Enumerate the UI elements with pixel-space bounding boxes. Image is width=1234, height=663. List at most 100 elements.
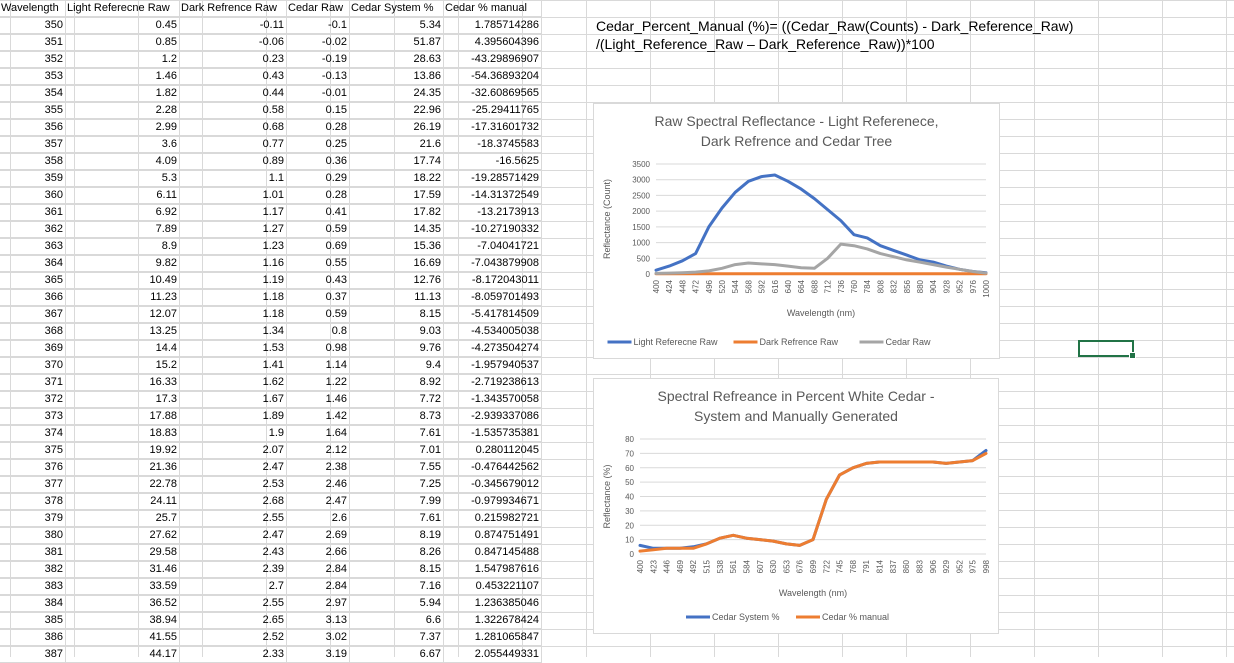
table-cell[interactable]: 2.33 bbox=[180, 646, 287, 663]
table-cell[interactable]: 11.23 bbox=[66, 289, 180, 306]
column-header[interactable]: Cedar % manual bbox=[444, 0, 542, 17]
table-cell[interactable]: 5.3 bbox=[66, 170, 180, 187]
table-cell[interactable]: 25.7 bbox=[66, 510, 180, 527]
table-cell[interactable]: 379 bbox=[0, 510, 66, 527]
table-cell[interactable]: -1.957940537 bbox=[444, 357, 542, 374]
table-cell[interactable]: 0.55 bbox=[287, 255, 350, 272]
table-cell[interactable]: 0.41 bbox=[287, 204, 350, 221]
table-cell[interactable]: 18.22 bbox=[350, 170, 444, 187]
table-cell[interactable]: 383 bbox=[0, 578, 66, 595]
table-cell[interactable]: 1.46 bbox=[287, 391, 350, 408]
table-cell[interactable]: 16.69 bbox=[350, 255, 444, 272]
table-cell[interactable]: 0.44 bbox=[180, 85, 287, 102]
table-cell[interactable]: 1.16 bbox=[180, 255, 287, 272]
table-cell[interactable]: 381 bbox=[0, 544, 66, 561]
table-cell[interactable]: -1.343570058 bbox=[444, 391, 542, 408]
table-cell[interactable]: -8.059701493 bbox=[444, 289, 542, 306]
table-cell[interactable]: -0.13 bbox=[287, 68, 350, 85]
table-cell[interactable]: 0.45 bbox=[66, 17, 180, 34]
table-cell[interactable]: 352 bbox=[0, 51, 66, 68]
table-cell[interactable]: 7.89 bbox=[66, 221, 180, 238]
table-cell[interactable]: 13.25 bbox=[66, 323, 180, 340]
table-cell[interactable]: 1.53 bbox=[180, 340, 287, 357]
selected-cell[interactable] bbox=[1078, 340, 1136, 359]
table-cell[interactable]: 7.25 bbox=[350, 476, 444, 493]
table-cell[interactable]: 351 bbox=[0, 34, 66, 51]
table-cell[interactable]: 13.86 bbox=[350, 68, 444, 85]
table-cell[interactable]: 356 bbox=[0, 119, 66, 136]
table-cell[interactable]: 15.2 bbox=[66, 357, 180, 374]
table-cell[interactable]: 369 bbox=[0, 340, 66, 357]
table-cell[interactable]: 7.55 bbox=[350, 459, 444, 476]
table-cell[interactable]: 21.36 bbox=[66, 459, 180, 476]
table-cell[interactable]: -2.939337086 bbox=[444, 408, 542, 425]
table-cell[interactable]: 1.22 bbox=[287, 374, 350, 391]
table-cell[interactable]: 2.47 bbox=[180, 459, 287, 476]
table-cell[interactable]: 367 bbox=[0, 306, 66, 323]
table-cell[interactable]: 6.11 bbox=[66, 187, 180, 204]
table-cell[interactable]: 0.23 bbox=[180, 51, 287, 68]
table-cell[interactable]: 5.94 bbox=[350, 595, 444, 612]
table-cell[interactable]: 1.42 bbox=[287, 408, 350, 425]
table-cell[interactable]: 18.83 bbox=[66, 425, 180, 442]
table-cell[interactable]: 7.72 bbox=[350, 391, 444, 408]
table-cell[interactable]: 2.47 bbox=[287, 493, 350, 510]
table-cell[interactable]: 15.36 bbox=[350, 238, 444, 255]
table-cell[interactable]: 21.6 bbox=[350, 136, 444, 153]
table-cell[interactable]: 7.61 bbox=[350, 510, 444, 527]
table-cell[interactable]: 364 bbox=[0, 255, 66, 272]
table-cell[interactable]: -0.02 bbox=[287, 34, 350, 51]
table-cell[interactable]: 7.99 bbox=[350, 493, 444, 510]
table-cell[interactable]: -19.28571429 bbox=[444, 170, 542, 187]
table-cell[interactable]: 0.98 bbox=[287, 340, 350, 357]
table-cell[interactable]: -16.5625 bbox=[444, 153, 542, 170]
table-cell[interactable]: -5.417814509 bbox=[444, 306, 542, 323]
table-cell[interactable]: -4.273504274 bbox=[444, 340, 542, 357]
table-cell[interactable]: 9.4 bbox=[350, 357, 444, 374]
table-cell[interactable]: 8.19 bbox=[350, 527, 444, 544]
table-cell[interactable]: 1.281065847 bbox=[444, 629, 542, 646]
table-cell[interactable]: 1.18 bbox=[180, 306, 287, 323]
table-cell[interactable]: 3.13 bbox=[287, 612, 350, 629]
table-cell[interactable]: 24.35 bbox=[350, 85, 444, 102]
table-cell[interactable]: 363 bbox=[0, 238, 66, 255]
table-cell[interactable]: 1.34 bbox=[180, 323, 287, 340]
table-cell[interactable]: -18.3745583 bbox=[444, 136, 542, 153]
table-cell[interactable]: -0.19 bbox=[287, 51, 350, 68]
table-cell[interactable]: 386 bbox=[0, 629, 66, 646]
table-cell[interactable]: 6.92 bbox=[66, 204, 180, 221]
table-cell[interactable]: 355 bbox=[0, 102, 66, 119]
table-cell[interactable]: 26.19 bbox=[350, 119, 444, 136]
table-cell[interactable]: 1.322678424 bbox=[444, 612, 542, 629]
table-cell[interactable]: -0.476442562 bbox=[444, 459, 542, 476]
table-cell[interactable]: -7.043879908 bbox=[444, 255, 542, 272]
table-cell[interactable]: 19.92 bbox=[66, 442, 180, 459]
table-cell[interactable]: 359 bbox=[0, 170, 66, 187]
table-cell[interactable]: 2.55 bbox=[180, 510, 287, 527]
table-cell[interactable]: 2.55 bbox=[180, 595, 287, 612]
table-cell[interactable]: 0.69 bbox=[287, 238, 350, 255]
table-cell[interactable]: 365 bbox=[0, 272, 66, 289]
table-cell[interactable]: -43.29896907 bbox=[444, 51, 542, 68]
table-cell[interactable]: 16.33 bbox=[66, 374, 180, 391]
table-cell[interactable]: 27.62 bbox=[66, 527, 180, 544]
table-cell[interactable]: 1.82 bbox=[66, 85, 180, 102]
table-cell[interactable]: 372 bbox=[0, 391, 66, 408]
table-cell[interactable]: 6.6 bbox=[350, 612, 444, 629]
table-cell[interactable]: -25.29411765 bbox=[444, 102, 542, 119]
table-cell[interactable]: 370 bbox=[0, 357, 66, 374]
table-cell[interactable]: 8.92 bbox=[350, 374, 444, 391]
table-cell[interactable]: 0.37 bbox=[287, 289, 350, 306]
table-cell[interactable]: 4.395604396 bbox=[444, 34, 542, 51]
table-cell[interactable]: 14.35 bbox=[350, 221, 444, 238]
table-cell[interactable]: 0.215982721 bbox=[444, 510, 542, 527]
table-cell[interactable]: 8.9 bbox=[66, 238, 180, 255]
table-cell[interactable]: 7.16 bbox=[350, 578, 444, 595]
table-cell[interactable]: -54.36893204 bbox=[444, 68, 542, 85]
table-cell[interactable]: 1.62 bbox=[180, 374, 287, 391]
table-cell[interactable]: 0.847145488 bbox=[444, 544, 542, 561]
table-cell[interactable]: 12.07 bbox=[66, 306, 180, 323]
table-cell[interactable]: 1.547987616 bbox=[444, 561, 542, 578]
column-header[interactable]: Light Referecne Raw bbox=[66, 0, 180, 17]
table-cell[interactable]: -7.04041721 bbox=[444, 238, 542, 255]
